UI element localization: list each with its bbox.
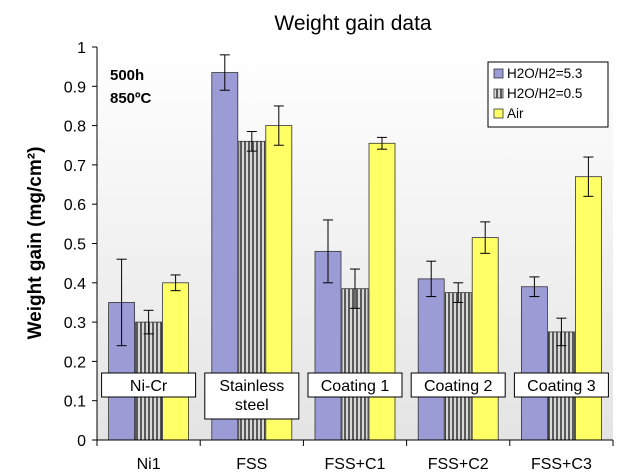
error-bar (323, 219, 333, 284)
x-tick-label: FSS+C3 (531, 456, 592, 473)
material-label-box: Stainless steel (204, 372, 300, 420)
error-bar (583, 156, 594, 197)
condition-annotation: 500h 850ºC (110, 67, 152, 107)
error-bar (143, 309, 154, 335)
bar-2 (341, 288, 369, 441)
bars-layer (108, 72, 602, 441)
legend-label: H2O/H2=0.5 (507, 86, 582, 101)
error-bar (426, 260, 437, 298)
material-label-text: Ni-Cr (130, 378, 168, 395)
annotation-duration: 500h (110, 67, 144, 84)
bar-1 (521, 286, 548, 441)
legend-item: H2O/H2=5.3 (493, 66, 582, 81)
y-axis-label: Weight gain (mg/cm²) (25, 147, 46, 340)
error-bars-layer (116, 54, 594, 347)
x-tick-label: Ni1 (137, 456, 161, 473)
error-bar (556, 317, 567, 347)
error-bar (377, 136, 387, 150)
y-tick-label: 0 (77, 433, 86, 450)
bar-2 (444, 292, 472, 441)
y-ticks: 0 0.1 0.2 0.3 0.4 0.5 0.6 0.7 0.8 0.9 1 (64, 40, 97, 450)
chart-title: Weight gain data (274, 12, 432, 35)
error-bar (116, 258, 127, 347)
legend-label: Air (507, 106, 524, 121)
legend-item: Air (493, 106, 524, 121)
error-bar (246, 130, 257, 152)
y-tick-label: 0.2 (64, 354, 86, 371)
material-label-box: Ni-Cr (101, 372, 197, 398)
y-tick-label: 0.4 (64, 276, 86, 293)
error-bar (350, 268, 360, 309)
legend: H2O/H2=5.3 H2O/H2=0.5 Air (487, 61, 609, 128)
material-label-text: Coating 2 (424, 378, 493, 395)
legend-item: H2O/H2=0.5 (493, 86, 582, 101)
material-label-text: Stainless (219, 378, 284, 395)
bar-3 (471, 237, 499, 441)
legend-swatch (493, 108, 504, 119)
x-tick-label: FSS (236, 456, 267, 473)
material-label-text: Coating 3 (527, 378, 596, 395)
legend-swatch (493, 88, 504, 99)
y-tick-label: 0.6 (64, 197, 86, 214)
y-tick-label: 0.5 (64, 237, 86, 254)
material-label-box: Coating 2 (410, 372, 506, 398)
bar-1 (417, 278, 445, 441)
x-tick-label: FSS+C2 (428, 456, 489, 473)
y-tick-label: 1 (77, 40, 86, 57)
error-bar (219, 54, 230, 91)
bar-3 (575, 176, 602, 441)
material-label-text: Coating 1 (321, 378, 390, 395)
bar-3 (162, 282, 190, 441)
y-tick-label: 0.3 (64, 315, 86, 332)
error-bar (273, 105, 284, 146)
material-label-box: Coating 1 (307, 372, 403, 398)
legend-label: H2O/H2=5.3 (507, 66, 582, 81)
material-label-text: steel (235, 397, 269, 414)
annotation-temperature: 850ºC (110, 90, 152, 107)
y-tick-label: 0.9 (64, 79, 86, 96)
category-boxes-layer: Ni-Cr Stainless steel Coating 1 Coating 2 Coa… (101, 372, 609, 420)
legend-frame (487, 61, 609, 128)
material-label-box: Coating 3 (513, 372, 609, 398)
y-tick-label: 0.8 (64, 119, 86, 136)
error-bar (453, 282, 464, 303)
error-bar (170, 274, 181, 292)
y-tick-label: 0.7 (64, 158, 86, 175)
y-tick-label: 0.1 (64, 394, 86, 411)
x-ticks: Ni1 FSS FSS+C1 FSS+C2 FSS+C3 (96, 440, 614, 473)
x-tick-label: FSS+C1 (325, 456, 386, 473)
error-bar (529, 276, 540, 298)
legend-swatch (493, 68, 504, 79)
error-bar (480, 221, 491, 254)
